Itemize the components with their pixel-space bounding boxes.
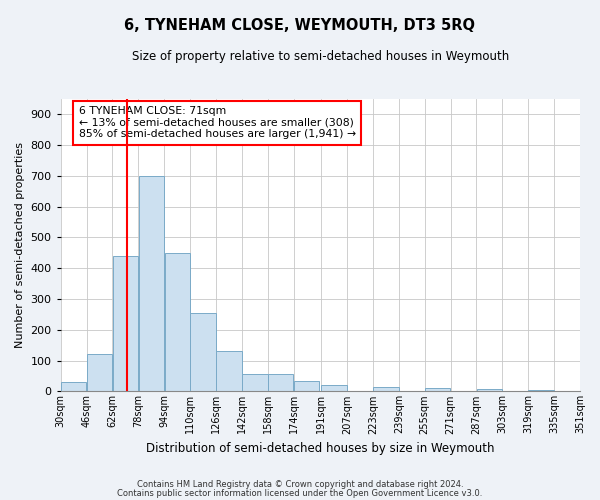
Bar [294, 380, 319, 392]
Bar [322, 385, 347, 392]
Bar [373, 387, 398, 392]
Text: Contains HM Land Registry data © Crown copyright and database right 2024.: Contains HM Land Registry data © Crown c… [137, 480, 463, 489]
Bar [164, 253, 190, 392]
Bar [529, 390, 554, 392]
Y-axis label: Number of semi-detached properties: Number of semi-detached properties [15, 142, 25, 348]
X-axis label: Distribution of semi-detached houses by size in Weymouth: Distribution of semi-detached houses by … [146, 442, 494, 455]
Bar [87, 354, 112, 392]
Bar [242, 374, 268, 392]
Text: 6 TYNEHAM CLOSE: 71sqm
← 13% of semi-detached houses are smaller (308)
85% of se: 6 TYNEHAM CLOSE: 71sqm ← 13% of semi-det… [79, 106, 356, 140]
Bar [139, 176, 164, 392]
Title: Size of property relative to semi-detached houses in Weymouth: Size of property relative to semi-detach… [132, 50, 509, 63]
Bar [61, 382, 86, 392]
Bar [268, 374, 293, 392]
Bar [190, 313, 216, 392]
Bar [477, 389, 502, 392]
Bar [425, 388, 451, 392]
Bar [216, 352, 242, 392]
Bar [113, 256, 138, 392]
Text: Contains public sector information licensed under the Open Government Licence v3: Contains public sector information licen… [118, 488, 482, 498]
Text: 6, TYNEHAM CLOSE, WEYMOUTH, DT3 5RQ: 6, TYNEHAM CLOSE, WEYMOUTH, DT3 5RQ [125, 18, 476, 32]
